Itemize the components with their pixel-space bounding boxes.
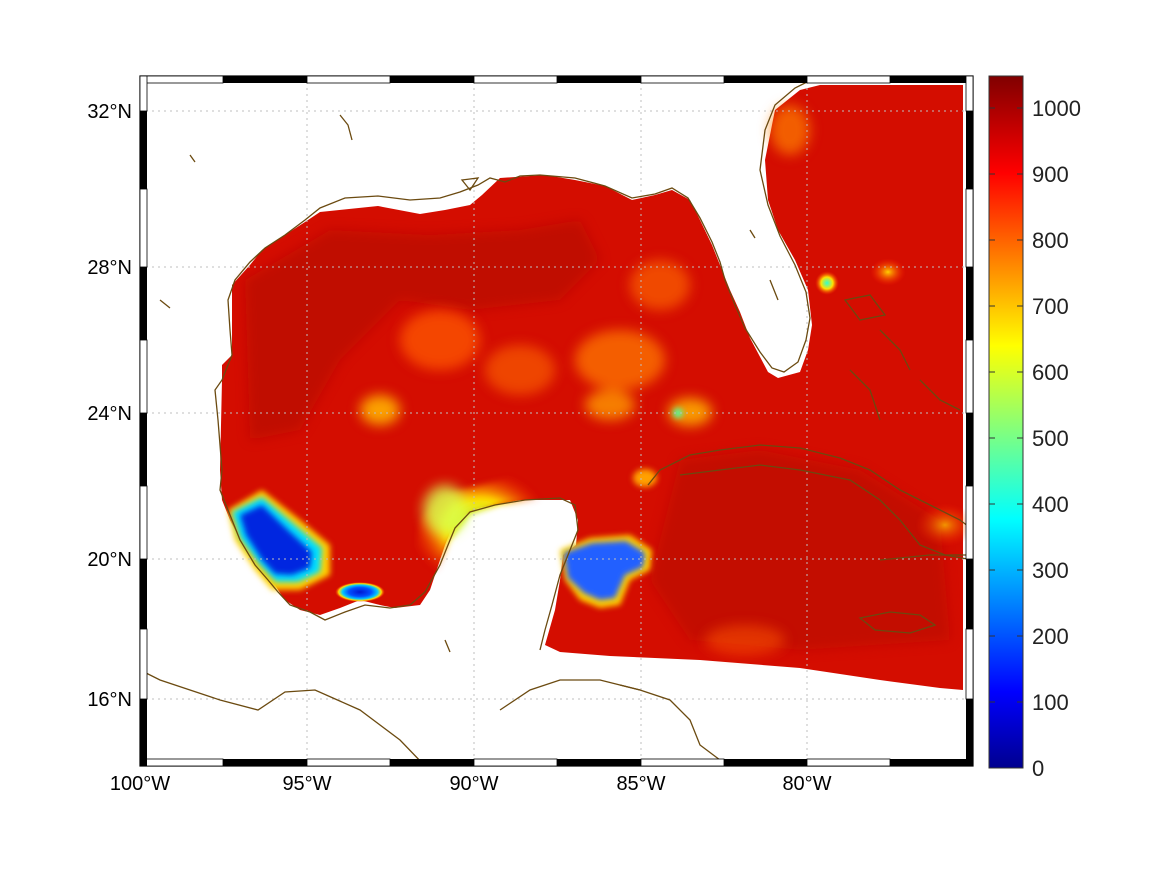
map-frame (139, 75, 974, 767)
jamaica-line (858, 611, 937, 634)
mexico-coast-line (219, 469, 579, 651)
colorbar-tick-label: 0 (1032, 756, 1044, 781)
colorbar-tick-label: 800 (1032, 228, 1069, 253)
colorbar-tick-label: 500 (1032, 426, 1069, 451)
coastlines (140, 77, 973, 766)
colorbar-tick-label: 300 (1032, 558, 1069, 583)
x-tick-label: 95°W (282, 773, 331, 795)
colorbar-ticks (989, 107, 1023, 703)
campeche-low-west-deep (240, 505, 312, 575)
colorbar-tick-label: 900 (1032, 162, 1069, 187)
cuba-east-feature (915, 503, 973, 547)
florida-east-feature (815, 271, 839, 295)
yucatan-shelf-core (423, 485, 467, 535)
bahamas-feature (870, 258, 906, 286)
dark-core-west (245, 220, 600, 440)
central-gulf-patches (360, 105, 810, 655)
campeche-low-south (335, 582, 385, 602)
gulf-coast-line (214, 77, 816, 471)
bahamas-line (843, 294, 961, 421)
cuba-line (647, 444, 973, 561)
x-tick-label: 80°W (782, 773, 831, 795)
channel-low-core (564, 541, 645, 600)
colorbar-tick-label: 400 (1032, 492, 1069, 517)
colorbar-tick-label: 100 (1032, 690, 1069, 715)
y-tick-label: 16°N (87, 689, 132, 711)
y-tick-label: 24°N (87, 403, 132, 425)
colorbar: 1000 900 800 700 600 500 400 300 200 100… (988, 75, 1081, 781)
colorbar-gradient (989, 76, 1023, 768)
x-tick-label: 100°W (110, 773, 170, 795)
grid-lines (140, 76, 973, 766)
colorbar-tick-label: 200 (1032, 624, 1069, 649)
hispaniola-line (879, 554, 973, 561)
x-tick-label: 90°W (449, 773, 498, 795)
y-tick-label: 20°N (87, 549, 132, 571)
small-islands-line (159, 114, 779, 691)
yucatan-coast-feature (633, 469, 657, 487)
x-tick-label: 85°W (616, 773, 665, 795)
dark-core-east (650, 450, 950, 650)
central-cyan-dot (673, 408, 683, 418)
y-tick-label: 32°N (87, 101, 132, 123)
colorbar-tick-label: 700 (1032, 294, 1069, 319)
colorbar-tick-label: 1000 (1032, 96, 1081, 121)
central-america-line (140, 669, 426, 766)
y-tick-label: 28°N (87, 257, 132, 279)
colorbar-tick-label: 600 (1032, 360, 1069, 385)
